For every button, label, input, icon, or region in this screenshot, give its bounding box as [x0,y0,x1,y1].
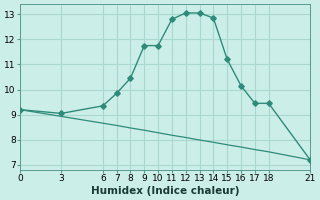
X-axis label: Humidex (Indice chaleur): Humidex (Indice chaleur) [91,186,239,196]
